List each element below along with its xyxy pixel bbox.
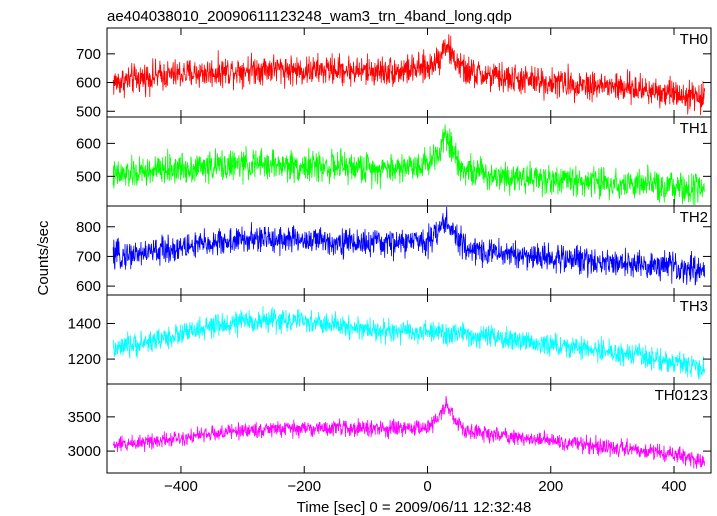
y-tick-label: 600	[76, 135, 101, 152]
y-tick-label: 600	[76, 75, 101, 92]
series-line-th2	[112, 206, 706, 286]
y-tick-label: 500	[76, 103, 101, 120]
panel-frame	[106, 383, 712, 474]
panel-label: TH1	[680, 120, 708, 137]
x-axis-label: Time [sec] 0 = 2009/06/11 12:32:48	[297, 499, 532, 516]
panel-th0: 500 600 700 TH0	[76, 27, 712, 120]
y-tick-label: 3000	[68, 443, 101, 460]
x-tick-label: −400	[164, 478, 198, 495]
panel-label: TH0123	[655, 387, 708, 404]
y-tick-label: 1400	[68, 315, 101, 332]
x-tick-label: 400	[662, 478, 687, 495]
x-tick-label: 0	[423, 478, 431, 495]
x-tick-label: −200	[287, 478, 321, 495]
panels-group: 500 600 700 TH0 500 600 TH1 600 700 800 TH2 1200 140…	[68, 27, 712, 495]
y-tick-label: 800	[76, 219, 101, 236]
y-axis-label: Counts/sec	[35, 220, 52, 296]
panel-th0123: 3000 3500 −400 −200 0 200 400 TH0123	[68, 383, 712, 495]
panel-th3: 1200 1400 TH3	[68, 294, 712, 385]
y-tick-label: 3500	[68, 409, 101, 426]
y-tick-label: 700	[76, 248, 101, 265]
series-line-th0	[112, 34, 706, 116]
panel-label: TH2	[680, 209, 708, 226]
series-line-th1	[112, 124, 706, 206]
series-line-th0123	[112, 395, 706, 469]
figure-title: ae404038010_20090611123248_wam3_trn_4ban…	[107, 8, 512, 25]
y-tick-label: 600	[76, 278, 101, 295]
y-tick-label: 500	[76, 168, 101, 185]
y-tick-label: 1200	[68, 351, 101, 368]
panel-th1: 500 600 TH1	[76, 116, 712, 207]
panel-label: TH0	[680, 31, 708, 48]
y-tick-label: 700	[76, 46, 101, 63]
panel-label: TH3	[680, 298, 708, 315]
x-tick-label: 200	[538, 478, 563, 495]
panel-th2: 600 700 800 TH2	[76, 205, 712, 296]
series-line-th3	[112, 306, 706, 380]
